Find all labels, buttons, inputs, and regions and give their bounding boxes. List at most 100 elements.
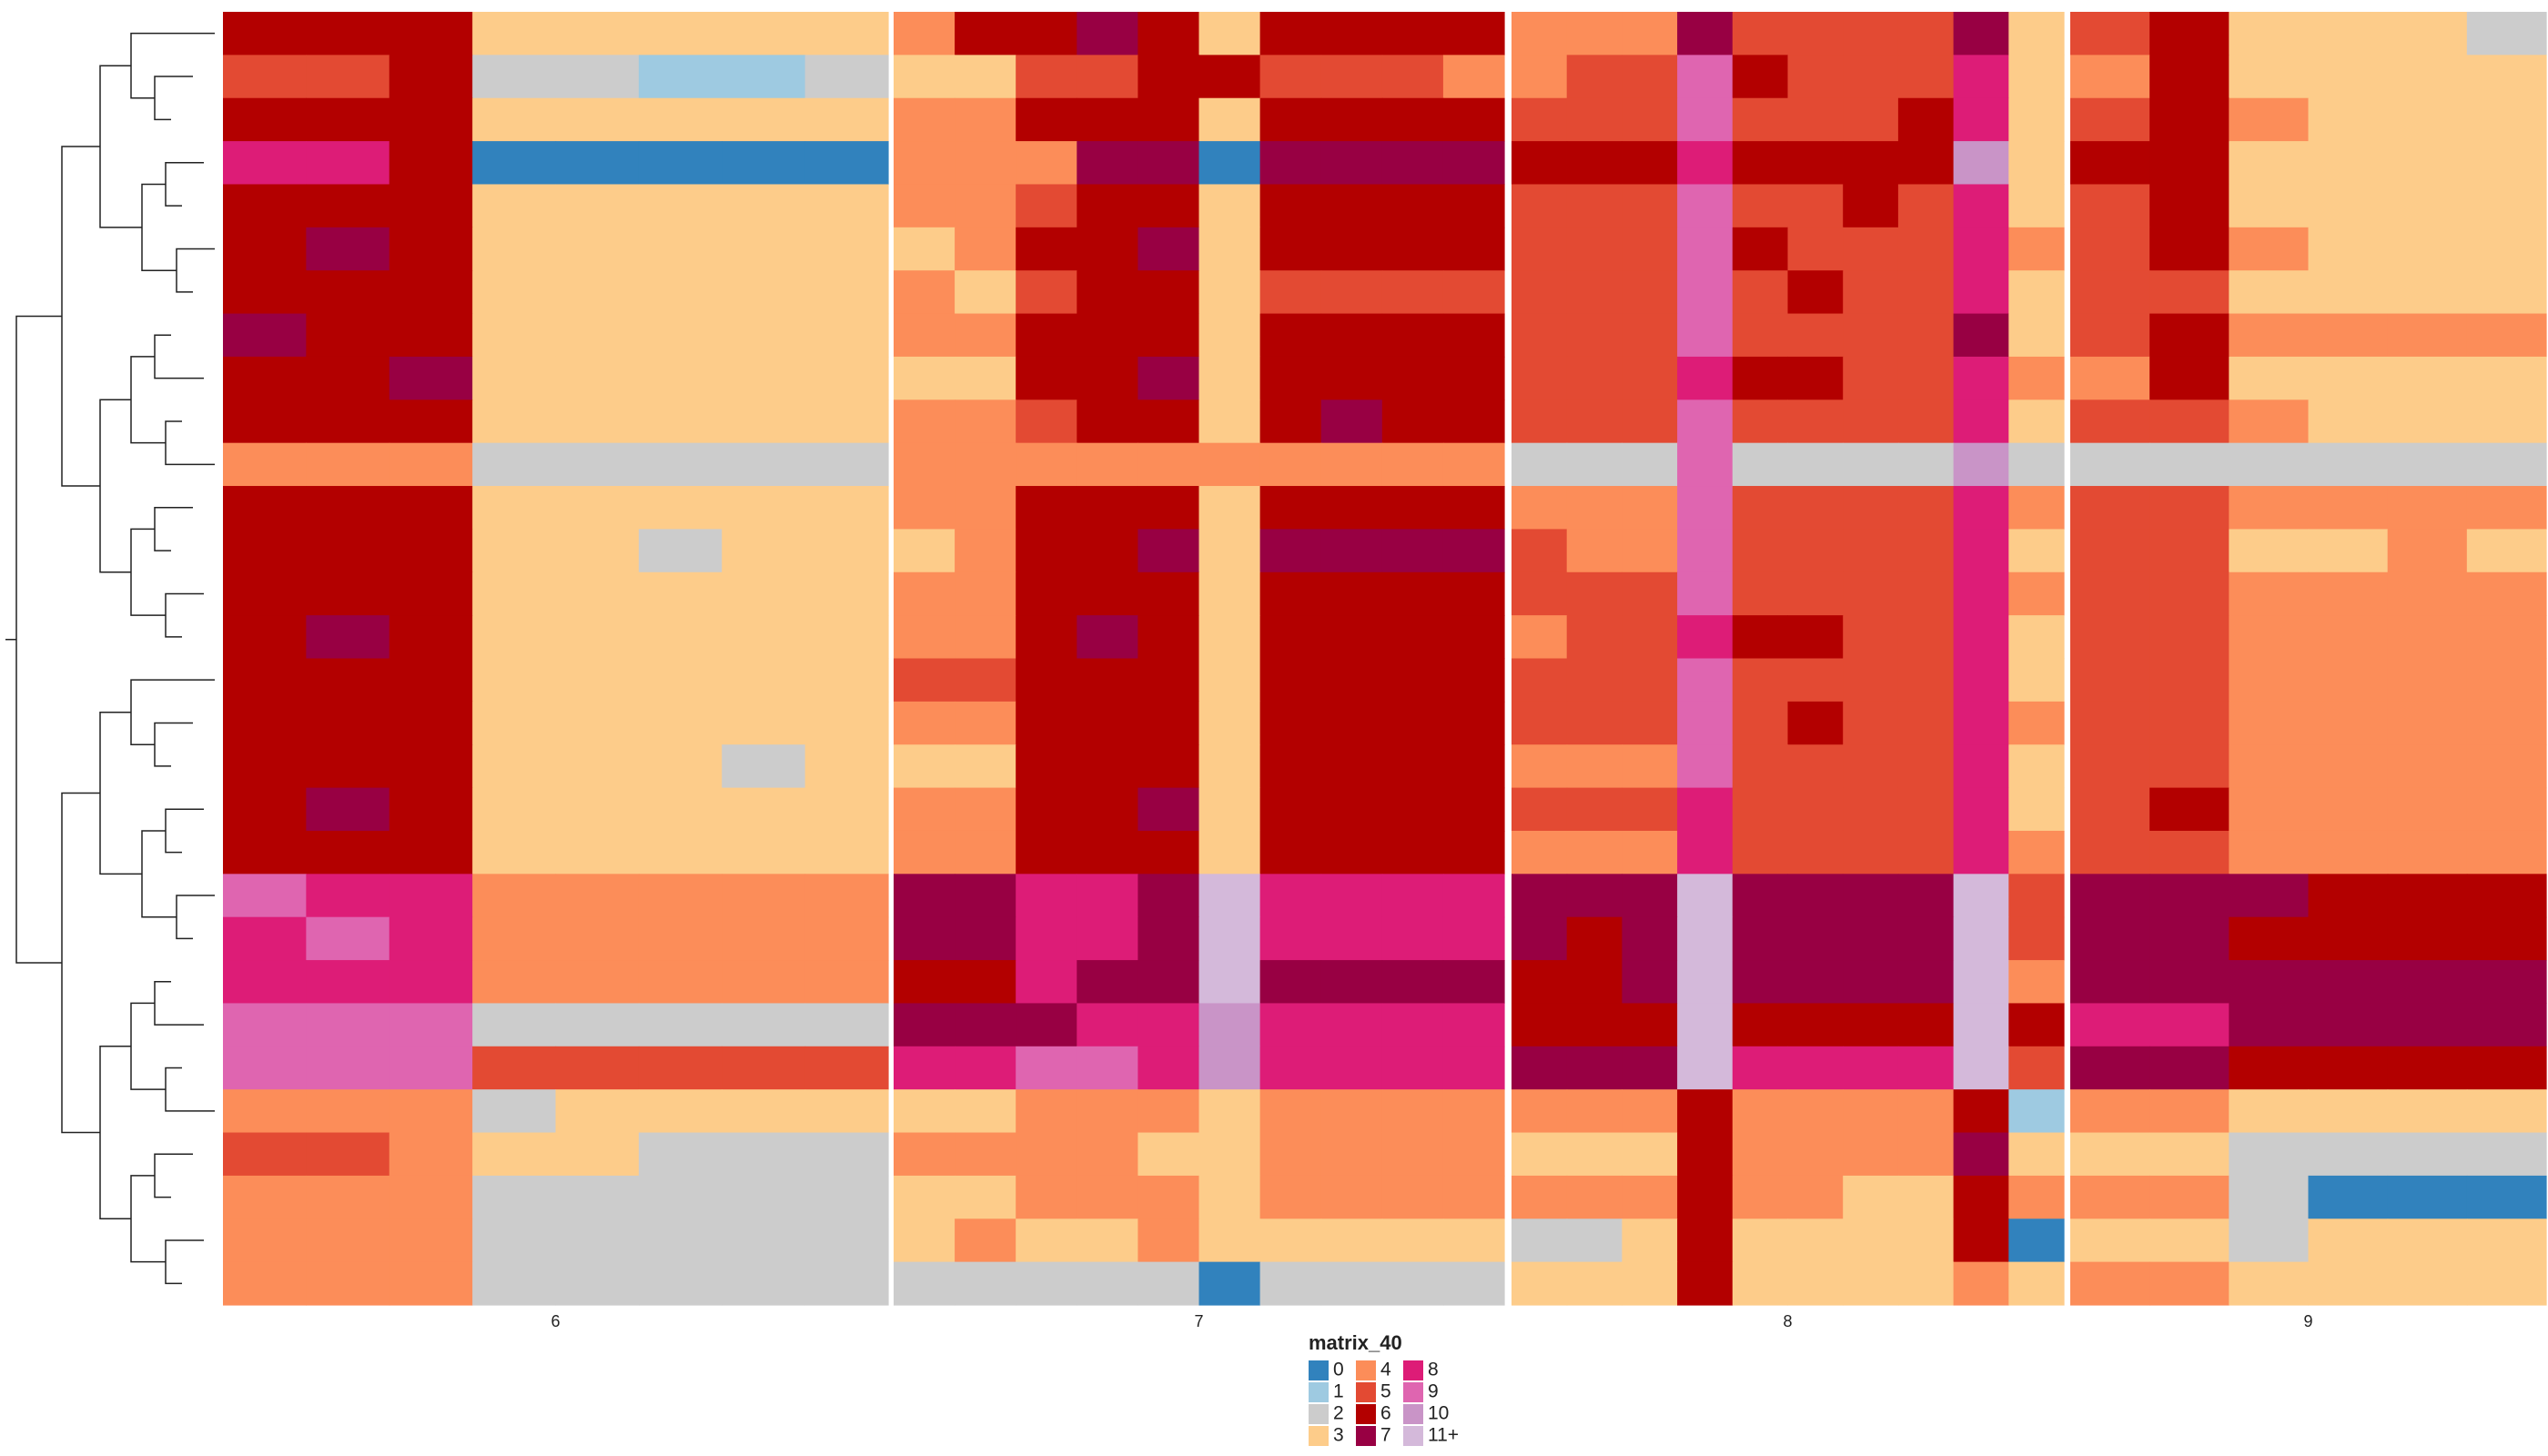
heatmap-cell: [2466, 184, 2547, 228]
heatmap-cell: [2008, 313, 2065, 358]
heatmap-cell: [389, 55, 473, 99]
heatmap-cell: [2070, 141, 2150, 186]
legend-swatch: [1356, 1404, 1376, 1424]
legend-label: 2: [1333, 1403, 1344, 1424]
heatmap-cell: [1897, 529, 1955, 573]
heatmap-cell: [1512, 442, 1568, 487]
heatmap-cell: [1566, 874, 1623, 918]
heatmap-cell: [389, 787, 473, 832]
heatmap-cell: [804, 658, 889, 703]
heatmap-cell: [1198, 1175, 1261, 1219]
legend-label: 0: [1333, 1360, 1344, 1380]
heatmap-cell: [1677, 486, 1734, 530]
heatmap-cell: [955, 356, 1016, 400]
heatmap-cell: [1320, 916, 1383, 961]
heatmap-cell: [894, 701, 956, 745]
heatmap-cell: [1320, 658, 1383, 703]
heatmap-cell: [1320, 1218, 1383, 1263]
heatmap-cell: [804, 916, 889, 961]
heatmap-cell: [389, 658, 473, 703]
heatmap-cell: [1381, 658, 1444, 703]
heatmap-cell: [223, 184, 307, 228]
heatmap-cell: [1138, 1261, 1200, 1306]
heatmap-cell: [1566, 529, 1623, 573]
heatmap-cell: [1381, 1089, 1444, 1134]
heatmap-cell: [722, 356, 806, 400]
heatmap-cell: [1138, 571, 1200, 616]
heatmap-cell: [1442, 399, 1505, 444]
heatmap-cell: [1442, 97, 1505, 142]
heatmap-cell: [1677, 1046, 1734, 1090]
heatmap-cell: [955, 1218, 1016, 1263]
heatmap-cell: [955, 1046, 1016, 1090]
heatmap-cell: [1259, 658, 1322, 703]
heatmap-cell: [1622, 270, 1678, 315]
heatmap-cell: [1138, 97, 1200, 142]
heatmap-cell: [955, 1132, 1016, 1177]
heatmap-cell: [638, 787, 723, 832]
heatmap-cell: [1381, 874, 1444, 918]
heatmap-cell: [1138, 529, 1200, 573]
legend-swatch: [1403, 1404, 1423, 1424]
heatmap-cell: [1677, 399, 1734, 444]
heatmap-cell: [1320, 615, 1383, 660]
heatmap-cell: [1259, 141, 1322, 186]
heatmap-cell: [1787, 960, 1844, 1005]
heatmap-cell: [1953, 442, 2009, 487]
heatmap-cell: [638, 1218, 723, 1263]
heatmap-cell: [955, 787, 1016, 832]
heatmap-cell: [472, 658, 557, 703]
heatmap-cell: [306, 442, 390, 487]
dendrogram: [5, 32, 215, 1285]
heatmap-cell: [2149, 701, 2230, 745]
heatmap-cell: [1953, 399, 2009, 444]
heatmap-cell: [1732, 916, 1789, 961]
heatmap-cell: [1138, 1175, 1200, 1219]
heatmap-cell: [2070, 12, 2150, 56]
heatmap-cell: [1897, 571, 1955, 616]
heatmap-cell: [1198, 486, 1261, 530]
heatmap-cell: [472, 184, 557, 228]
heatmap-cell: [1843, 442, 1899, 487]
heatmap-cell: [1198, 97, 1261, 142]
heatmap-cell: [1897, 1261, 1955, 1306]
heatmap-cell: [722, 1089, 806, 1134]
heatmap-cell: [1732, 1132, 1789, 1177]
heatmap-cell: [1138, 916, 1200, 961]
heatmap-cell: [1016, 701, 1077, 745]
heatmap-cell: [2466, 874, 2547, 918]
heatmap-cell: [389, 830, 473, 875]
heatmap-cell: [223, 1261, 307, 1306]
heatmap-cell: [389, 1089, 473, 1134]
heatmap-cell: [1622, 442, 1678, 487]
heatmap-cell: [2387, 529, 2468, 573]
heatmap-cell: [389, 916, 473, 961]
heatmap-cell: [1381, 270, 1444, 315]
heatmap-cell: [1953, 1132, 2009, 1177]
heatmap-cell: [1381, 916, 1444, 961]
heatmap-cell: [1787, 227, 1844, 271]
heatmap-cell: [306, 1046, 390, 1090]
heatmap-cell: [2466, 313, 2547, 358]
heatmap-cell: [2070, 744, 2150, 789]
heatmap-cell: [1259, 1175, 1322, 1219]
heatmap-cell: [894, 313, 956, 358]
heatmap-cell: [1320, 1132, 1383, 1177]
heatmap-cell: [955, 97, 1016, 142]
heatmap-cell: [1442, 442, 1505, 487]
heatmap-cell: [1897, 1046, 1955, 1090]
heatmap-cell: [2070, 529, 2150, 573]
heatmap-cell: [1077, 1046, 1138, 1090]
heatmap-cell: [2466, 615, 2547, 660]
legend-label: 5: [1380, 1381, 1391, 1402]
heatmap-cell: [2229, 141, 2310, 186]
heatmap-cell: [472, 1003, 557, 1047]
heatmap-cell: [2229, 1218, 2310, 1263]
heatmap-cell: [1622, 1261, 1678, 1306]
panel-label: 9: [2303, 1312, 2312, 1330]
heatmap-cell: [1843, 97, 1899, 142]
heatmap-cell: [1677, 787, 1734, 832]
heatmap-cell: [1787, 1261, 1844, 1306]
heatmap-cell: [638, 55, 723, 99]
